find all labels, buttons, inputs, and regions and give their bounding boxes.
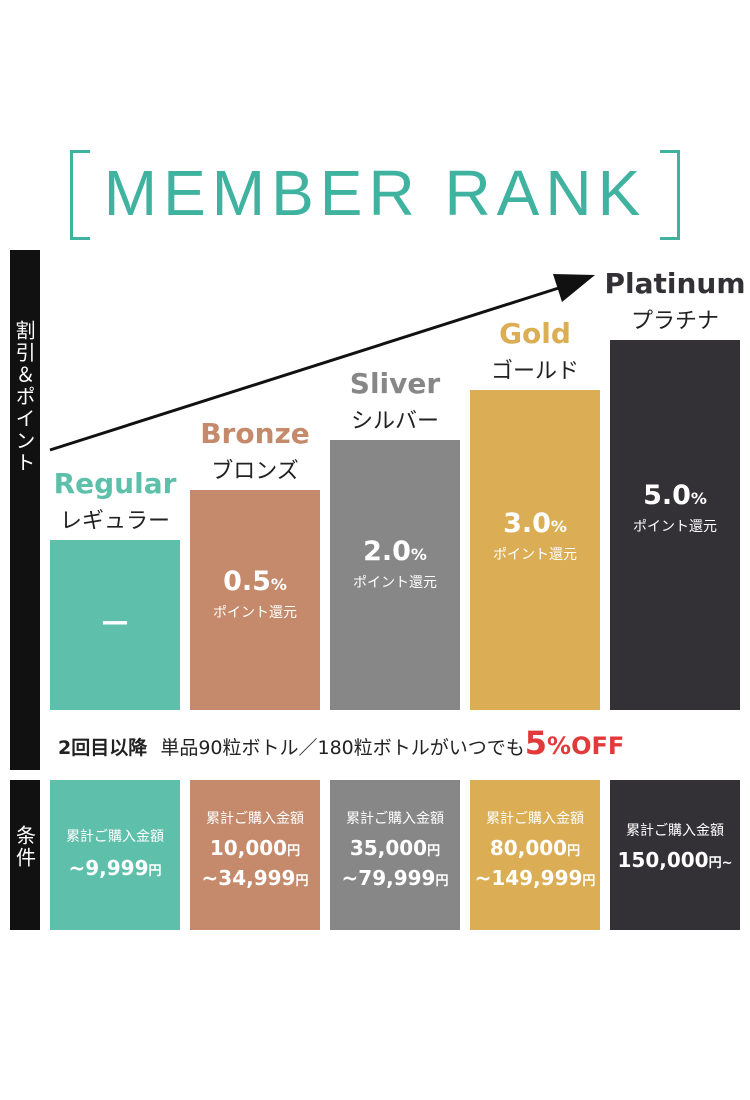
bar-bronze-label: ポイント還元 bbox=[213, 605, 297, 621]
cond-gold-to-unit: 円 bbox=[582, 874, 596, 889]
bar-silver-value: 2.0% bbox=[330, 536, 460, 567]
bar-gold-value-pct: % bbox=[550, 517, 567, 536]
cond-gold-from: 80,000円 bbox=[470, 836, 600, 860]
cond-bronze-from-amount: 10,000 bbox=[209, 836, 288, 860]
rank-regular-name: Regular bbox=[53, 467, 177, 500]
cond-platinum: 累計ご購入金額 150,000円~ bbox=[610, 780, 740, 930]
cond-bronze-from-unit: 円 bbox=[287, 844, 301, 859]
cond-gold-from-unit: 円 bbox=[567, 844, 581, 859]
cond-gold-to: ~149,999円 bbox=[470, 866, 600, 890]
bar-regular: — bbox=[50, 540, 180, 710]
bar-silver-value-pct: % bbox=[410, 545, 427, 564]
cond-bronze-to-amount: ~34,999 bbox=[201, 866, 296, 890]
rank-platinum-ja: プラチナ bbox=[630, 309, 719, 334]
bar-bronze-value-num: 0.5 bbox=[223, 566, 271, 597]
cond-bronze-to-unit: 円 bbox=[295, 874, 309, 889]
cond-silver-to: ~79,999円 bbox=[330, 866, 460, 890]
cond-gold-to-amount: ~149,999 bbox=[474, 866, 583, 890]
note-text: 単品90粒ボトル／180粒ボトルがいつでも bbox=[160, 737, 525, 759]
bar-platinum: 5.0% ポイント還元 bbox=[610, 340, 740, 710]
cond-silver-label: 累計ご購入金額 bbox=[346, 811, 444, 827]
bar-gold-label: ポイント還元 bbox=[493, 547, 577, 563]
cond-regular-label: 累計ご購入金額 bbox=[66, 829, 164, 845]
bar-silver-label: ポイント還元 bbox=[353, 575, 437, 591]
rank-gold-ja: ゴールド bbox=[490, 359, 579, 384]
bar-bronze-value: 0.5% bbox=[190, 566, 320, 597]
cond-bronze-label: 累計ご購入金額 bbox=[206, 811, 304, 827]
bar-bronze: 0.5% ポイント還元 bbox=[190, 490, 320, 710]
bar-platinum-label: ポイント還元 bbox=[633, 519, 717, 535]
cond-regular-unit: 円 bbox=[148, 864, 162, 879]
cond-silver-from-amount: 35,000 bbox=[349, 836, 428, 860]
cond-gold-label: 累計ご購入金額 bbox=[486, 811, 584, 827]
bar-platinum-value-pct: % bbox=[690, 489, 707, 508]
cond-regular-value: ~9,999円 bbox=[50, 856, 180, 880]
cond-silver-to-unit: 円 bbox=[435, 874, 449, 889]
rank-platinum-name: Platinum bbox=[604, 267, 746, 300]
note-off-num: 5 bbox=[524, 724, 548, 762]
note-off: 5%OFF bbox=[525, 724, 625, 762]
bar-gold: 3.0% ポイント還元 bbox=[470, 390, 600, 710]
conditions-side-text: 条件 bbox=[12, 825, 37, 869]
cond-silver: 累計ご購入金額 35,000円 ~79,999円 bbox=[330, 780, 460, 930]
bar-platinum-value: 5.0% bbox=[610, 480, 740, 511]
growth-arrow-icon bbox=[49, 274, 595, 452]
rank-regular-ja: レギュラー bbox=[59, 509, 170, 534]
cond-bronze-to: ~34,999円 bbox=[190, 866, 320, 890]
cond-platinum-label: 累計ご購入金額 bbox=[626, 823, 724, 839]
bar-regular-value-text: — bbox=[101, 606, 129, 637]
bar-gold-value: 3.0% bbox=[470, 508, 600, 539]
benefits-side-text: ランク特典 割引＆ポイント bbox=[12, 320, 65, 474]
page-title: MEMBER RANK bbox=[103, 157, 647, 229]
rank-gold-name: Gold bbox=[499, 317, 571, 350]
bar-platinum-value-num: 5.0 bbox=[643, 480, 691, 511]
cond-platinum-unit: 円~ bbox=[708, 856, 733, 871]
cond-platinum-value: 150,000円~ bbox=[610, 848, 740, 872]
cond-gold: 累計ご購入金額 80,000円 ~149,999円 bbox=[470, 780, 600, 930]
cond-platinum-amount: 150,000 bbox=[617, 848, 709, 872]
conditions-side-label: 条件 bbox=[10, 780, 40, 930]
cond-silver-from: 35,000円 bbox=[330, 836, 460, 860]
note-off-word: OFF bbox=[571, 732, 625, 760]
rank-bronze-name: Bronze bbox=[200, 417, 310, 450]
bar-silver: 2.0% ポイント還元 bbox=[330, 440, 460, 710]
cond-bronze: 累計ご購入金額 10,000円 ~34,999円 bbox=[190, 780, 320, 930]
cond-silver-from-unit: 円 bbox=[427, 844, 441, 859]
benefits-side-label: ランク特典 割引＆ポイント bbox=[10, 250, 65, 770]
cond-regular-amount: ~9,999 bbox=[68, 856, 149, 880]
bar-bronze-value-pct: % bbox=[270, 575, 287, 594]
cond-gold-from-amount: 80,000 bbox=[489, 836, 568, 860]
rank-silver-name: Sliver bbox=[349, 367, 441, 400]
cond-bronze-from: 10,000円 bbox=[190, 836, 320, 860]
bar-gold-value-num: 3.0 bbox=[503, 508, 551, 539]
rank-silver-ja: シルバー bbox=[350, 409, 439, 434]
cond-regular: 累計ご購入金額 ~9,999円 bbox=[50, 780, 180, 930]
bar-regular-value: — bbox=[50, 606, 180, 637]
title-bracket-right bbox=[660, 150, 680, 240]
rank-bronze-ja: ブロンズ bbox=[211, 459, 299, 484]
repeat-discount-note: 2回目以降 単品90粒ボトル／180粒ボトルがいつでも5%OFF bbox=[58, 723, 624, 763]
cond-silver-to-amount: ~79,999 bbox=[341, 866, 436, 890]
bar-silver-value-num: 2.0 bbox=[363, 536, 411, 567]
note-lead: 2回目以降 bbox=[58, 737, 148, 759]
title-bracket-left bbox=[70, 150, 90, 240]
note-off-pct: % bbox=[547, 732, 572, 760]
